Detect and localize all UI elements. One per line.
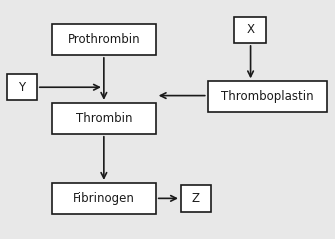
FancyBboxPatch shape: [7, 74, 37, 100]
Text: Thromboplastin: Thromboplastin: [221, 90, 314, 103]
FancyBboxPatch shape: [181, 185, 211, 212]
FancyBboxPatch shape: [208, 81, 327, 112]
Text: Fibrinogen: Fibrinogen: [73, 192, 135, 205]
FancyBboxPatch shape: [52, 24, 156, 55]
FancyBboxPatch shape: [52, 103, 156, 134]
Text: Prothrombin: Prothrombin: [68, 33, 140, 46]
Text: Thrombin: Thrombin: [76, 112, 132, 125]
Text: X: X: [247, 23, 254, 36]
Text: Y: Y: [18, 81, 25, 94]
Text: Z: Z: [192, 192, 200, 205]
FancyBboxPatch shape: [234, 17, 266, 43]
FancyBboxPatch shape: [52, 183, 156, 214]
